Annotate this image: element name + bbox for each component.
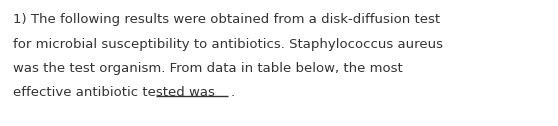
Text: was the test organism. From data in table below, the most: was the test organism. From data in tabl… (13, 62, 403, 75)
Text: for microbial susceptibility to antibiotics. Staphylococcus aureus: for microbial susceptibility to antibiot… (13, 38, 443, 51)
Text: effective antibiotic tested was: effective antibiotic tested was (13, 87, 215, 100)
Text: .: . (230, 87, 234, 100)
Text: 1) The following results were obtained from a disk-diffusion test: 1) The following results were obtained f… (13, 13, 440, 26)
